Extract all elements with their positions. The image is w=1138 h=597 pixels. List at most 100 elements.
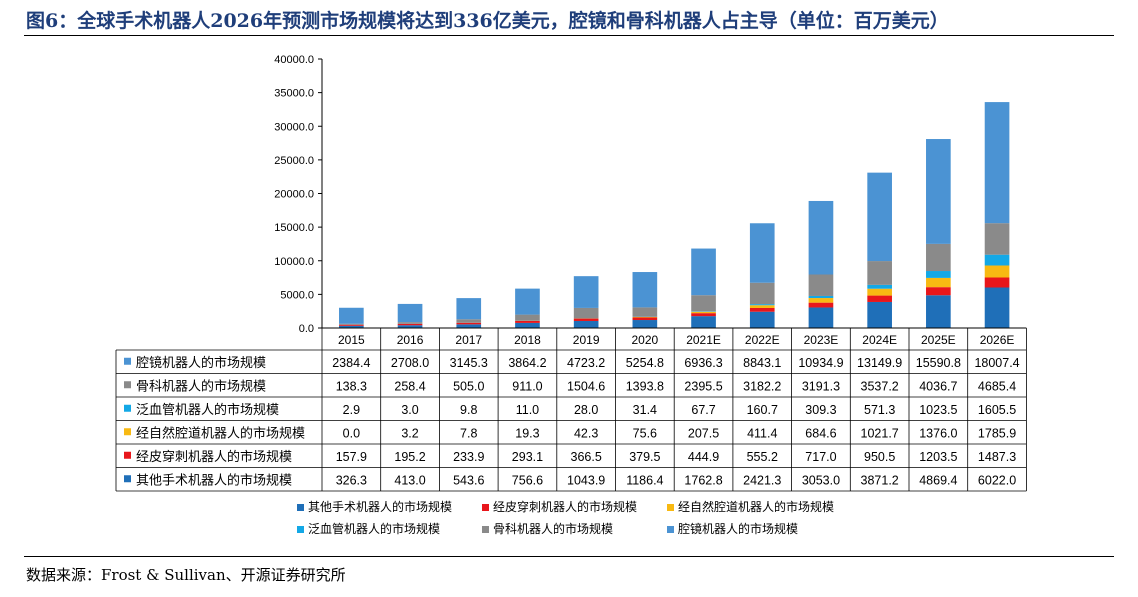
- table-row-label: 其他手术机器人的市场规模: [136, 472, 292, 487]
- table-cell-value: 543.6: [453, 473, 484, 487]
- bar-segment: [456, 298, 482, 320]
- bar-segment: [984, 287, 1010, 328]
- bar-segment: [984, 102, 1010, 224]
- table-cell-value: 9.8: [460, 403, 477, 417]
- x-tick-label: 2020: [631, 333, 658, 347]
- table-row-swatch: [124, 428, 131, 436]
- bar-segment: [339, 325, 364, 328]
- bar-segment: [984, 223, 1010, 255]
- table-cell-value: 1376.0: [919, 426, 957, 440]
- legend-label: 腔镜机器人的市场规模: [678, 522, 799, 536]
- legend-item: 经自然腔道机器人的市场规模: [667, 498, 834, 515]
- bar-segment: [632, 320, 658, 328]
- table-cell-value: 756.6: [512, 473, 543, 487]
- x-tick-label: 2018: [514, 333, 541, 347]
- table-cell-value: 207.5: [688, 426, 719, 440]
- table-cell-value: 1762.8: [684, 473, 722, 487]
- table-cell-value: 0.0: [343, 426, 360, 440]
- table-cell-value: 1203.5: [919, 450, 957, 464]
- bar-segment: [573, 307, 599, 319]
- bar-segment: [808, 307, 834, 328]
- table-row-label: 经皮穿刺机器人的市场规模: [136, 449, 292, 464]
- table-cell-value: 911.0: [512, 379, 542, 393]
- table-cell-value: 1605.5: [978, 403, 1016, 417]
- table-cell-value: 3537.2: [861, 379, 899, 393]
- table-row-label: 泛血管机器人的市场规模: [136, 402, 279, 417]
- y-tick-label: 20000.0: [274, 189, 314, 201]
- table-cell-value: 555.2: [747, 450, 778, 464]
- x-tick-label: 2025E: [921, 333, 956, 347]
- table-cell-value: 1504.6: [567, 379, 605, 393]
- table-cell-value: 2.9: [343, 403, 360, 417]
- bar-segment: [984, 277, 1010, 288]
- table-cell-value: 28.0: [574, 403, 598, 417]
- bar-segment: [867, 284, 892, 289]
- table-cell-value: 157.9: [336, 450, 367, 464]
- bar-segment: [397, 322, 423, 324]
- table-cell-value: 6022.0: [978, 473, 1016, 487]
- table-cell-value: 138.3: [336, 379, 367, 393]
- bar-segment: [573, 276, 599, 308]
- bar-segment: [926, 287, 951, 296]
- table-cell-value: 4869.4: [919, 473, 957, 487]
- legend-label: 泛血管机器人的市场规模: [308, 522, 441, 536]
- bar-segment: [339, 324, 364, 326]
- bar-segment: [515, 322, 540, 328]
- bar-segment: [808, 200, 834, 275]
- table-cell-value: 195.2: [394, 450, 425, 464]
- table-cell-value: 379.5: [629, 450, 660, 464]
- bar-segment: [808, 295, 834, 299]
- table-cell-value: 75.6: [633, 426, 657, 440]
- y-tick-label: 10000.0: [274, 256, 314, 268]
- legend-swatch: [482, 526, 489, 534]
- legend-label: 经皮穿刺机器人的市场规模: [493, 500, 638, 514]
- x-tick-label: 2026E: [980, 333, 1015, 347]
- table-cell-value: 3.0: [401, 403, 418, 417]
- legend-swatch: [667, 526, 674, 534]
- y-tick-label: 15000.0: [274, 222, 314, 234]
- y-tick-label: 5000.0: [280, 289, 314, 301]
- x-tick-label: 2023E: [804, 333, 839, 347]
- bar-segment: [808, 274, 834, 296]
- table-cell-value: 160.7: [747, 403, 778, 417]
- y-tick-label: 40000.0: [274, 54, 314, 66]
- table-cell-value: 31.4: [633, 403, 657, 417]
- table-row-label: 经自然腔道机器人的市场规模: [136, 425, 305, 440]
- bar-segment: [926, 277, 951, 288]
- table-cell-value: 950.5: [864, 450, 895, 464]
- table-cell-value: 411.4: [747, 426, 777, 440]
- legend-label: 经自然腔道机器人的市场规模: [678, 500, 835, 514]
- y-tick-label: 30000.0: [274, 121, 314, 133]
- bar-segment: [749, 223, 775, 283]
- legend-item: 泛血管机器人的市场规模: [297, 520, 440, 537]
- bar-segment: [691, 248, 716, 296]
- table-cell-value: 413.0: [394, 473, 425, 487]
- bar-segment: [749, 311, 775, 328]
- table-cell-value: 2384.4: [332, 356, 370, 370]
- bar-segment: [339, 323, 364, 325]
- table-cell-value: 233.9: [453, 450, 484, 464]
- table-cell-value: 1021.7: [861, 426, 899, 440]
- x-tick-label: 2019: [573, 333, 600, 347]
- legend-swatch: [667, 504, 674, 512]
- table-cell-value: 1186.4: [626, 473, 663, 487]
- legend-swatch: [297, 504, 304, 512]
- bar-segment: [867, 288, 892, 296]
- x-tick-label: 2016: [397, 333, 424, 347]
- table-cell-value: 1487.3: [978, 450, 1016, 464]
- table-cell-value: 3182.2: [743, 379, 781, 393]
- table-cell-value: 1393.8: [626, 379, 664, 393]
- table-cell-value: 3871.2: [861, 473, 899, 487]
- table-cell-value: 19.3: [515, 426, 539, 440]
- bar-segment: [632, 307, 658, 317]
- bar-segment: [749, 304, 775, 306]
- bar-segment: [691, 313, 716, 317]
- bar-segment: [515, 314, 540, 321]
- bar-segment: [749, 305, 775, 308]
- bar-segment: [749, 282, 775, 305]
- table-cell-value: 2708.0: [391, 356, 429, 370]
- x-tick-label: 2022E: [745, 333, 780, 347]
- table-row-swatch: [124, 404, 131, 412]
- table-cell-value: 717.0: [805, 450, 836, 464]
- legend-swatch: [482, 504, 489, 512]
